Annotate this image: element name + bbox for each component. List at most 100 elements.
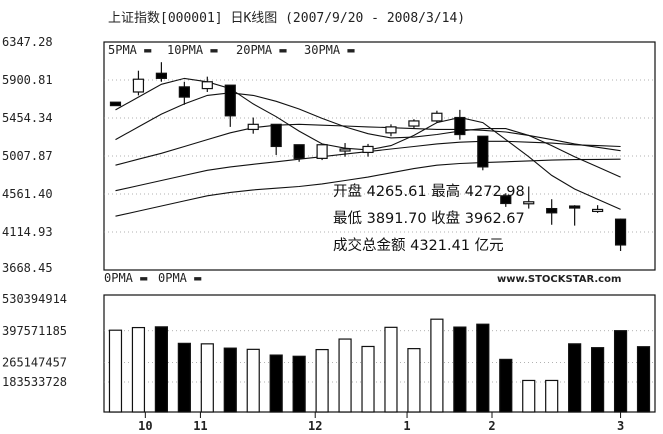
info-line: 最低 3891.70 收盘 3962.67 xyxy=(333,209,525,227)
candle-body xyxy=(293,144,305,159)
price-tick-label: 5454.34 xyxy=(2,111,53,125)
volume-bar xyxy=(315,348,329,413)
legend-entry-5pma: 5PMA ▬ xyxy=(108,43,152,57)
volume-bar xyxy=(269,354,283,413)
volume-legend-entry: 0PMA ▬ xyxy=(104,271,148,285)
price-tick-label: 3668.45 xyxy=(2,261,53,275)
candle xyxy=(408,119,420,129)
info-line: 开盘 4265.61 最高 4272.98 xyxy=(333,182,525,200)
candle xyxy=(431,110,443,123)
watermark: www.STOCKSTAR.com xyxy=(497,274,621,285)
volume-bar xyxy=(154,326,168,413)
candle-body xyxy=(178,86,190,98)
volume-tick-label: 265147457 xyxy=(2,355,67,369)
volume-bar xyxy=(338,338,352,413)
candle-body xyxy=(247,123,259,131)
candle-body xyxy=(408,120,420,127)
candle xyxy=(201,76,213,92)
month-tick-label: 11 xyxy=(193,419,207,433)
volume-tick-label: 397571185 xyxy=(2,324,67,338)
candlesticks xyxy=(109,62,627,251)
month-tick-label: 10 xyxy=(138,419,152,433)
candle-body xyxy=(477,135,489,168)
volume-bar xyxy=(453,326,467,413)
candle-body xyxy=(339,148,351,152)
volume-bar xyxy=(568,343,582,413)
candle-body xyxy=(362,145,374,154)
ma-line-extra xyxy=(115,158,621,217)
volume-bar xyxy=(131,326,146,413)
candle-body xyxy=(109,101,122,107)
candle xyxy=(109,101,122,107)
candle-body xyxy=(385,126,397,134)
price-tick-label: 4114.93 xyxy=(2,225,53,239)
ma-line-20pma xyxy=(115,123,621,166)
volume-tick-label: 530394914 xyxy=(2,292,67,306)
price-tick-label: 6347.28 xyxy=(2,35,53,49)
candle-body xyxy=(546,207,558,214)
volume-legend-entry: 0PMA ▬ xyxy=(158,271,202,285)
legend-entry-20pma: 20PMA ▬ xyxy=(236,43,287,57)
price-tick-label: 5900.81 xyxy=(2,73,53,87)
candle-body xyxy=(523,201,535,205)
candle xyxy=(569,205,581,226)
info-line: 成交总金额 4321.41 亿元 xyxy=(333,236,504,254)
volume-bar xyxy=(499,358,513,413)
volume-bar xyxy=(613,330,628,413)
price-tick-label: 4561.40 xyxy=(2,187,53,201)
month-axis: 10 11 12 1 2 3 xyxy=(138,412,624,433)
volume-bar xyxy=(200,343,214,413)
candle-body xyxy=(431,112,443,122)
candle xyxy=(500,193,512,207)
volume-bar xyxy=(108,329,123,413)
volume-bar xyxy=(591,347,605,413)
month-tick-label: 3 xyxy=(617,419,624,433)
volume-plot-frame xyxy=(103,294,656,413)
candle xyxy=(155,62,167,82)
volume-legend: 0PMA ▬ 0PMA ▬ xyxy=(104,271,202,285)
candle xyxy=(477,135,489,171)
candle xyxy=(178,81,190,105)
candle-body xyxy=(270,123,282,148)
volume-bars xyxy=(108,318,651,413)
volume-bar xyxy=(361,345,375,413)
legend-entry-10pma: 10PMA ▬ xyxy=(167,43,218,57)
candle xyxy=(614,218,627,251)
volume-bar xyxy=(476,323,490,413)
volume-bar xyxy=(177,342,191,413)
volume-axis: 530394914 397571185 265147457 183533728 xyxy=(2,292,67,389)
candle-body xyxy=(316,144,328,159)
price-axis: 6347.28 5900.81 5454.34 5007.87 4561.40 4114.… xyxy=(2,35,53,275)
candle xyxy=(523,186,535,209)
candle-body xyxy=(224,84,236,117)
candle xyxy=(132,70,145,96)
info-box: 开盘 4265.61 最高 4272.98 最低 3891.70 收盘 3962.… xyxy=(333,182,525,254)
volume-bar xyxy=(522,379,536,413)
candle-body xyxy=(155,72,167,79)
candle xyxy=(546,199,558,225)
candle-body xyxy=(592,208,604,213)
month-tick-label: 2 xyxy=(488,419,495,433)
candle-body xyxy=(500,195,512,205)
volume-bar xyxy=(636,346,651,413)
volume-bar xyxy=(407,348,421,413)
candle-body xyxy=(614,218,627,246)
candle xyxy=(454,109,466,140)
candle xyxy=(362,143,374,157)
candle xyxy=(592,205,604,213)
volume-bar xyxy=(545,379,559,413)
candle xyxy=(339,143,351,157)
price-tick-label: 5007.87 xyxy=(2,149,53,163)
price-legend: 5PMA ▬ 10PMA ▬ 20PMA ▬ 30PMA ▬ xyxy=(108,43,355,57)
candle-body xyxy=(569,205,581,209)
volume-bar xyxy=(430,318,444,413)
candle xyxy=(270,123,282,155)
candle xyxy=(247,117,259,134)
candle-body xyxy=(454,116,466,136)
volume-bar xyxy=(223,347,237,413)
month-tick-label: 1 xyxy=(403,419,410,433)
volume-tick-label: 183533728 xyxy=(2,375,67,389)
legend-entry-30pma: 30PMA ▬ xyxy=(304,43,355,57)
ma-line-10pma xyxy=(115,92,621,178)
